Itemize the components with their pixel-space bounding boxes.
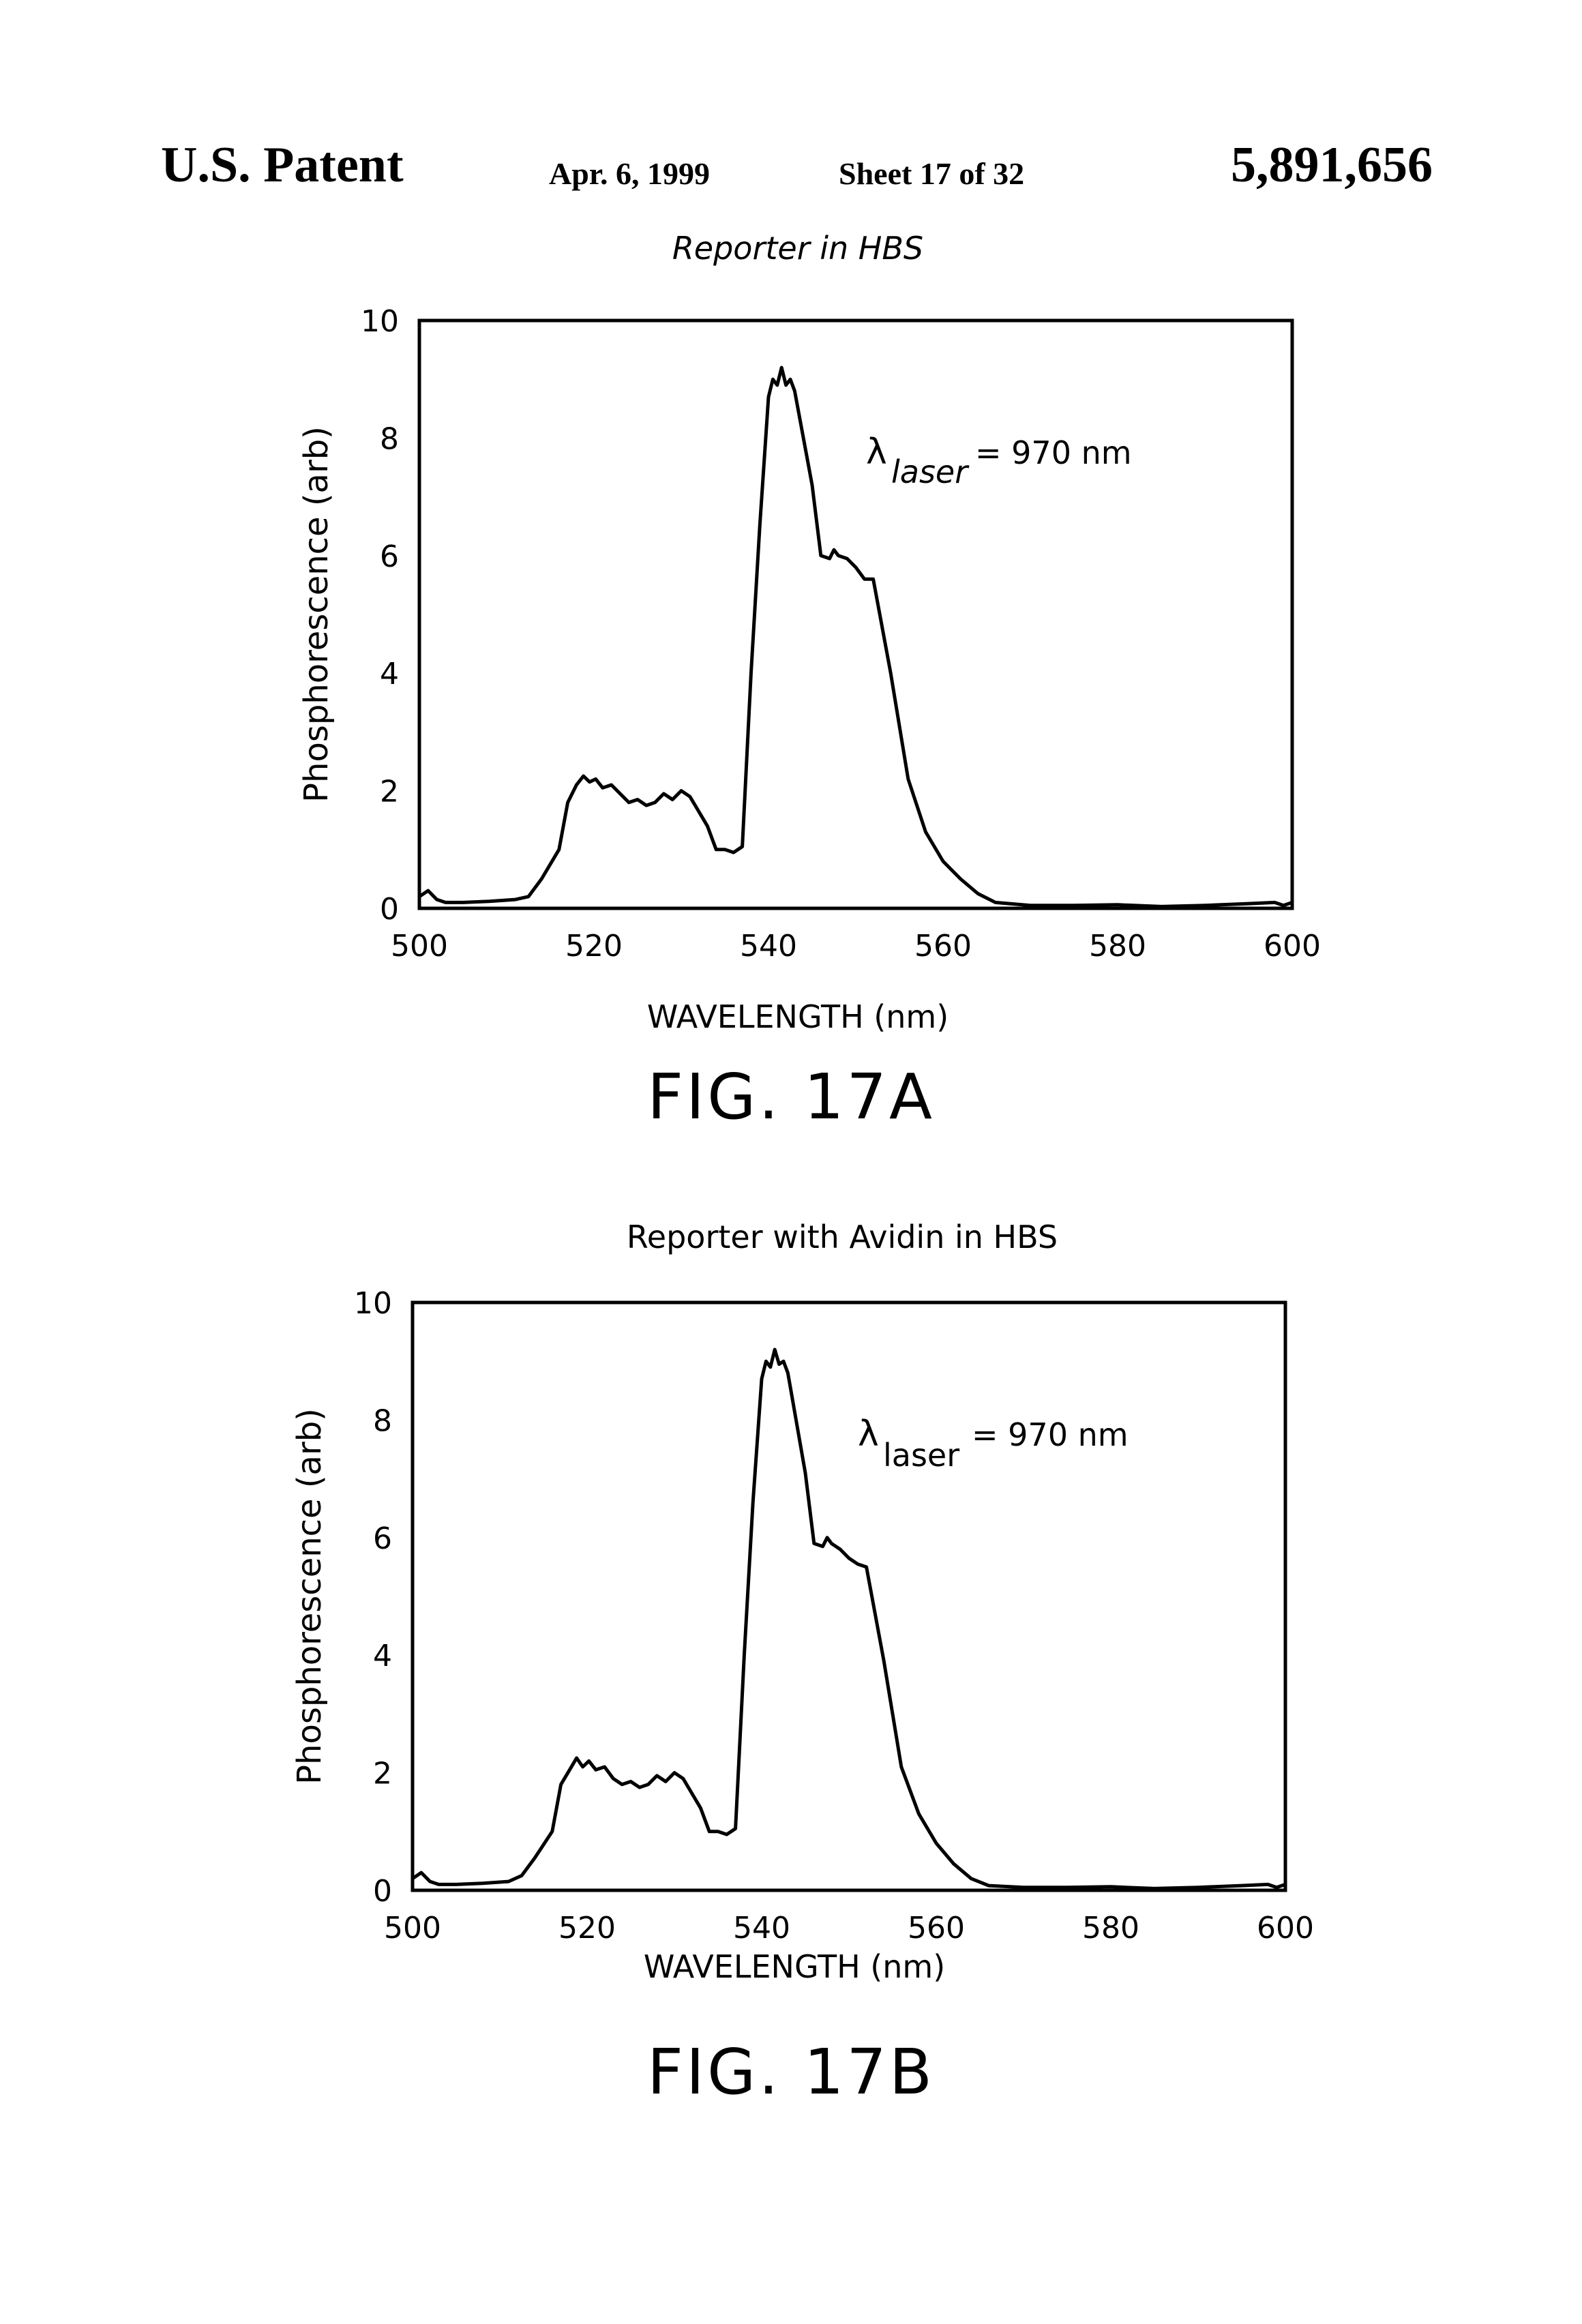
lambda-subscript: laser [891, 453, 970, 490]
x-tick-label: 540 [740, 929, 797, 964]
y-tick-label: 8 [380, 421, 399, 456]
y-tick-label: 10 [361, 304, 399, 339]
chart-title: Reporter with Avidin in HBS [627, 1219, 1058, 1255]
x-tick-label: 600 [1264, 929, 1321, 964]
y-axis-label: Phosphorescence (arb) [297, 426, 335, 803]
sheet-number: Sheet 17 of 32 [839, 155, 1024, 192]
x-tick-label: 580 [1082, 1911, 1139, 1946]
annotation-value: = 970 nm [975, 434, 1132, 471]
x-axis: 500 520 540 560 580 600 [384, 1911, 1314, 1946]
y-tick-label: 10 [354, 1286, 392, 1321]
laser-annotation: λ laser = 970 nm [858, 1414, 1129, 1474]
patent-label: U.S. Patent [161, 136, 404, 194]
x-tick-label: 600 [1257, 1911, 1314, 1946]
series-line [413, 1350, 1285, 1888]
y-axis: 0 2 4 6 8 10 [361, 304, 399, 927]
x-axis-label: WAVELENGTH (nm) [647, 998, 949, 1035]
chart-title: Reporter in HBS [672, 230, 923, 267]
x-tick-label: 540 [733, 1911, 790, 1946]
series-line [419, 368, 1292, 906]
lambda-symbol: λ [866, 432, 887, 473]
y-axis-label: Phosphorescence (arb) [290, 1408, 329, 1785]
patent-date: Apr. 6, 1999 [549, 155, 710, 192]
plot-frame [413, 1302, 1285, 1890]
y-tick-label: 2 [373, 1757, 392, 1791]
chart-17b: Reporter with Avidin in HBS 0246810 5005… [0, 1204, 1582, 2056]
lambda-symbol: λ [858, 1414, 879, 1455]
chart-17a: Reporter in HBS 0 2 4 6 8 10 500 520 540 560 580 6… [0, 225, 1582, 1077]
x-tick-label: 500 [391, 929, 448, 964]
figure-17a: Reporter in HBS 0 2 4 6 8 10 500 520 540 560 580 6… [0, 225, 1582, 1077]
figure-17b: Reporter with Avidin in HBS 0246810 5005… [0, 1204, 1582, 2056]
x-tick-label: 500 [384, 1911, 441, 1946]
laser-annotation: λ laser = 970 nm [866, 432, 1132, 490]
y-tick-label: 0 [380, 892, 399, 927]
patent-number: 5,891,656 [1231, 136, 1433, 194]
lambda-subscript: laser [883, 1437, 959, 1474]
x-tick-label: 520 [565, 929, 623, 964]
plot-frame [419, 321, 1292, 908]
annotation-value: = 970 nm [972, 1416, 1129, 1453]
x-axis: 500 520 540 560 580 600 [391, 929, 1321, 964]
x-tick-label: 560 [908, 1911, 965, 1946]
y-tick-label: 0 [373, 1874, 392, 1909]
y-tick-label: 4 [380, 657, 399, 691]
fig-caption-17b: FIG. 17B [0, 2036, 1582, 2109]
y-tick-label: 6 [373, 1521, 392, 1556]
y-tick-label: 2 [380, 775, 399, 809]
y-tick-label: 8 [373, 1403, 392, 1438]
x-tick-label: 520 [558, 1911, 616, 1946]
x-tick-label: 580 [1089, 929, 1146, 964]
x-axis-label: WAVELENGTH (nm) [644, 1948, 945, 1985]
y-tick-label: 6 [380, 539, 399, 574]
y-axis: 0 2 4 6 8 10 [354, 1286, 392, 1909]
fig-caption-17a: FIG. 17A [0, 1060, 1582, 1133]
y-tick-label: 4 [373, 1639, 392, 1673]
x-tick-label: 560 [914, 929, 972, 964]
